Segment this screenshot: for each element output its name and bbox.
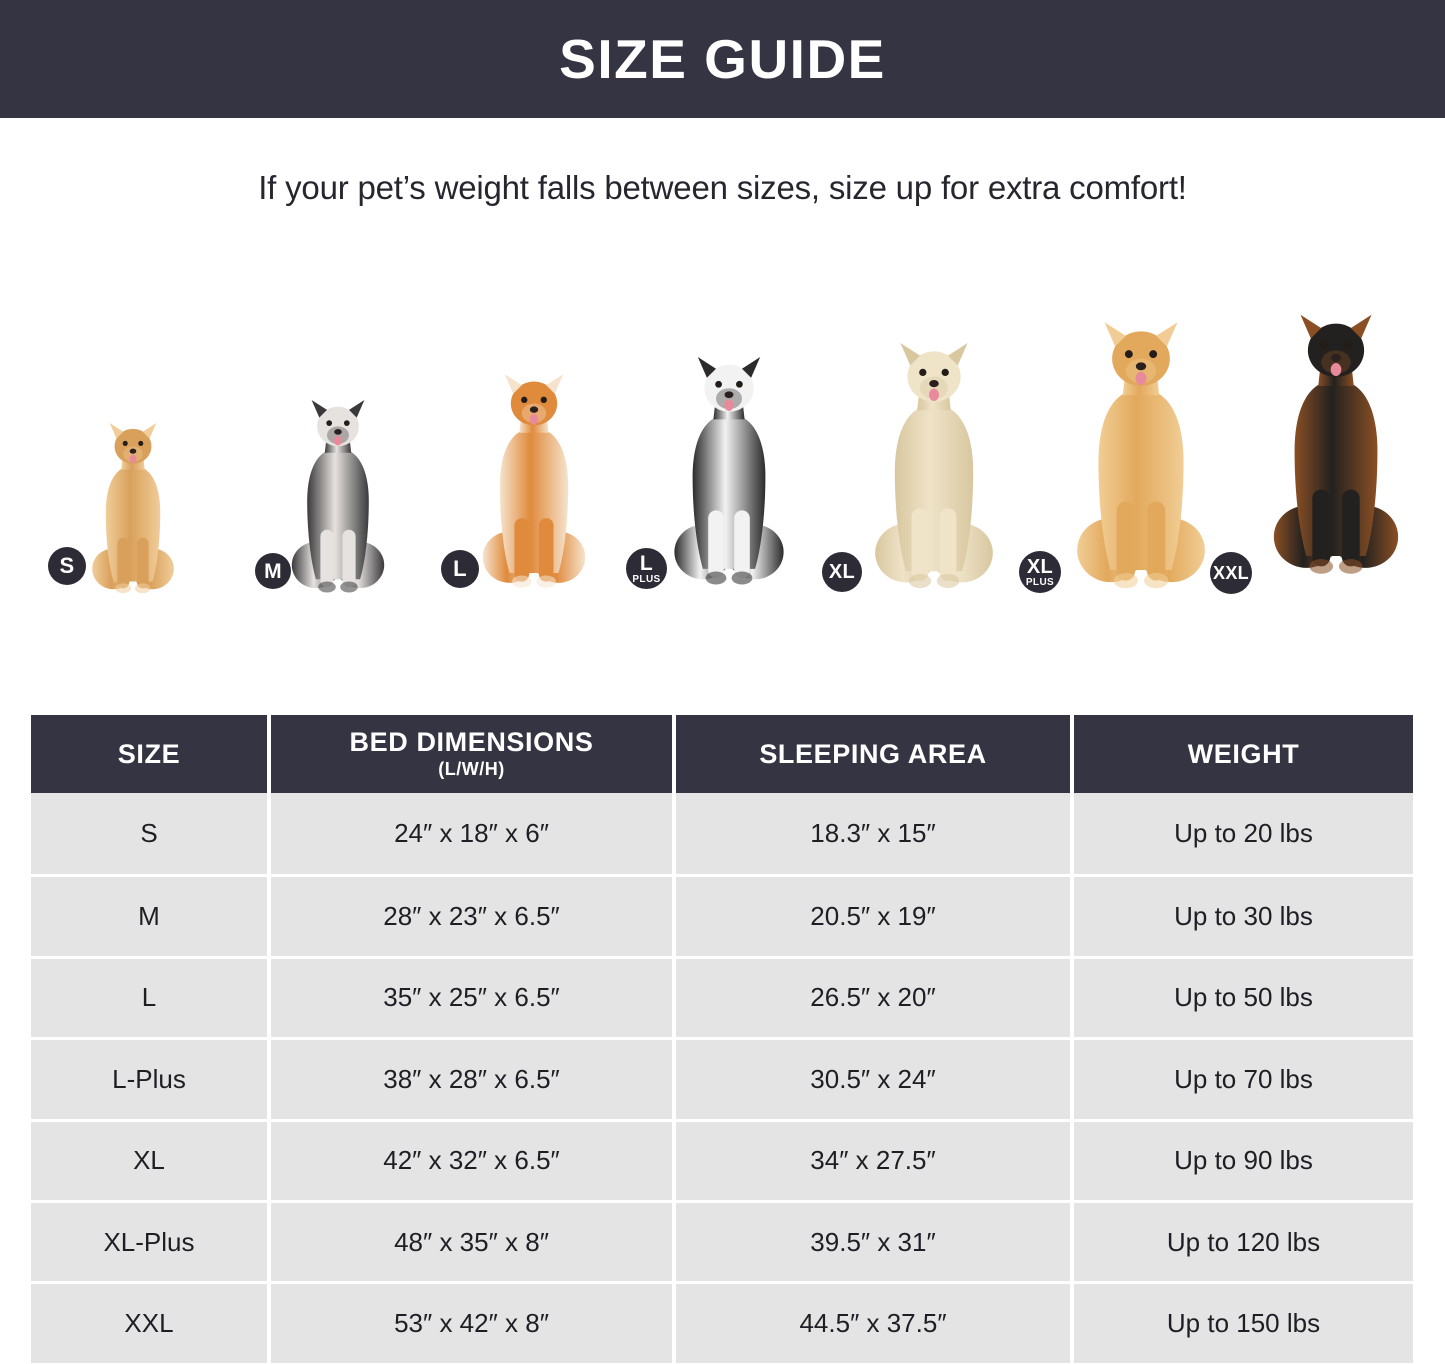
table-cell-bed: 24″ x 18″ x 6″ — [267, 793, 672, 875]
table-cell-weight: Up to 120 lbs — [1070, 1202, 1413, 1282]
table-header-label: SIZE — [117, 738, 181, 769]
table-body: S 24″ x 18″ x 6″ 18.3″ x 15″ Up to 20 lbs M 2… — [31, 793, 1413, 1363]
table-cell-sleeping: 26.5″ x 20″ — [672, 958, 1070, 1038]
dog-slot-golden-retriever — [1065, 320, 1217, 598]
table-cell-sleeping: 18.3″ x 15″ — [672, 793, 1070, 875]
size-badge-sublabel: PLUS — [632, 573, 661, 585]
table-row: M 28″ x 23″ x 6.5″ 20.5″ x 19″ Up to 30 lbs — [31, 874, 1413, 956]
table-cell-sleeping: 39.5″ x 31″ — [672, 1202, 1070, 1282]
dog-illustration-french-bulldog — [291, 400, 385, 593]
size-badge-s: S — [48, 547, 86, 585]
dog-slot-labrador — [864, 340, 1004, 598]
table-header-label: WEIGHT — [1187, 738, 1300, 769]
table-header-sublabel: (L/W/H) — [438, 759, 505, 780]
table-cell-bed: 42″ x 32″ x 6.5″ — [267, 1121, 672, 1200]
table-row: XL-Plus 48″ x 35″ x 8″ 39.5″ x 31″ Up to 12… — [31, 1199, 1413, 1282]
table-cell-size: XL-Plus — [103, 1226, 195, 1257]
size-badge-label: XL — [1026, 555, 1054, 578]
table-cell-bed: 38″ x 28″ x 6.5″ — [267, 1040, 672, 1119]
table-row: S 24″ x 18″ x 6″ 18.3″ x 15″ Up to 20 lbs — [31, 793, 1413, 875]
table-cell-bed: 28″ x 23″ x 6.5″ — [267, 877, 672, 956]
table-cell-weight: Up to 50 lbs — [1070, 958, 1413, 1038]
table-header-cell-size: SIZE — [31, 715, 267, 793]
dog-slot-pomeranian — [78, 423, 188, 598]
dog-slot-french-bulldog — [282, 400, 394, 598]
table-header-cell-weight: WEIGHT — [1070, 715, 1413, 793]
dog-size-lineup — [0, 258, 1445, 688]
size-badge-xxl: XXL — [1210, 552, 1252, 594]
size-badge-m: M — [255, 553, 291, 589]
size-badge-label: XL — [828, 561, 856, 583]
table-cell-sleeping: 34″ x 27.5″ — [672, 1121, 1070, 1200]
table-row: L-Plus 38″ x 28″ x 6.5″ 30.5″ x 24″ Up to 7… — [31, 1037, 1413, 1119]
dog-illustration-pomeranian — [92, 423, 174, 594]
dog-illustration-golden-retriever — [1077, 322, 1205, 589]
table-cell-size: XXL — [124, 1308, 174, 1339]
table-cell-sleeping: 44.5″ x 37.5″ — [672, 1284, 1070, 1363]
table-header-cell-bed-dimensions: BED DIMENSIONS (L/W/H) — [267, 715, 672, 793]
page-header-bar: SIZE GUIDE — [0, 0, 1445, 118]
table-row: XXL 53″ x 42″ x 8″ 44.5″ x 37.5″ Up to 150 … — [31, 1281, 1413, 1363]
page-title: SIZE GUIDE — [559, 27, 886, 90]
table-header-label: SLEEPING AREA — [759, 738, 987, 769]
table-row: L 35″ x 25″ x 6.5″ 26.5″ x 20″ Up to 50 lbs — [31, 955, 1413, 1038]
subtitle-text: If your pet’s weight falls between sizes… — [258, 169, 1187, 206]
size-badge-label: XXL — [1213, 563, 1249, 583]
dog-illustration-doberman — [1273, 314, 1399, 574]
table-cell-size: S — [140, 818, 158, 849]
table-cell-size: L — [141, 982, 157, 1013]
table-row: XL 42″ x 32″ x 6.5″ 34″ x 27.5″ Up to 90 lb… — [31, 1118, 1413, 1200]
table-cell-weight: Up to 150 lbs — [1070, 1284, 1413, 1363]
size-badge-label: L — [639, 551, 654, 575]
size-badge-xl-plus: XL PLUS — [1019, 551, 1061, 593]
table-cell-bed: 48″ x 35″ x 8″ — [267, 1202, 672, 1282]
dog-slot-border-collie — [664, 350, 794, 598]
size-badge-label: S — [59, 553, 75, 578]
size-badge-label: L — [453, 556, 467, 581]
subtitle-section: If your pet’s weight falls between sizes… — [0, 118, 1445, 258]
table-cell-sleeping: 20.5″ x 19″ — [672, 877, 1070, 956]
table-header-row: SIZE BED DIMENSIONS (L/W/H) SLEEPING AREA WE… — [31, 715, 1413, 793]
size-badge-label: M — [264, 559, 282, 583]
table-cell-weight: Up to 20 lbs — [1070, 793, 1413, 875]
table-header-label: BED DIMENSIONS — [349, 726, 594, 757]
table-header-cell-sleeping-area: SLEEPING AREA — [672, 715, 1070, 793]
table-cell-weight: Up to 90 lbs — [1070, 1121, 1413, 1200]
table-cell-bed: 35″ x 25″ x 6.5″ — [267, 958, 672, 1038]
dog-slot-shiba-inu — [473, 370, 595, 598]
size-chart-table: SIZE BED DIMENSIONS (L/W/H) SLEEPING AREA WE… — [31, 715, 1413, 1364]
size-badge-xl: XL — [822, 552, 862, 592]
size-badge-sublabel: PLUS — [1025, 576, 1055, 588]
size-badge-l: L — [441, 550, 479, 588]
size-badge-l-plus: L PLUS — [626, 548, 667, 589]
table-cell-size: M — [138, 901, 160, 932]
table-cell-weight: Up to 70 lbs — [1070, 1040, 1413, 1119]
dog-slot-doberman — [1262, 298, 1410, 598]
table-cell-bed: 53″ x 42″ x 8″ — [267, 1284, 672, 1363]
table-cell-size: L-Plus — [112, 1063, 186, 1094]
table-cell-weight: Up to 30 lbs — [1070, 877, 1413, 956]
table-cell-sleeping: 30.5″ x 24″ — [672, 1040, 1070, 1119]
dog-illustration-border-collie — [674, 357, 784, 585]
dog-illustration-labrador — [875, 343, 993, 588]
table-cell-size: XL — [133, 1145, 165, 1176]
dog-illustration-shiba-inu — [482, 374, 586, 588]
